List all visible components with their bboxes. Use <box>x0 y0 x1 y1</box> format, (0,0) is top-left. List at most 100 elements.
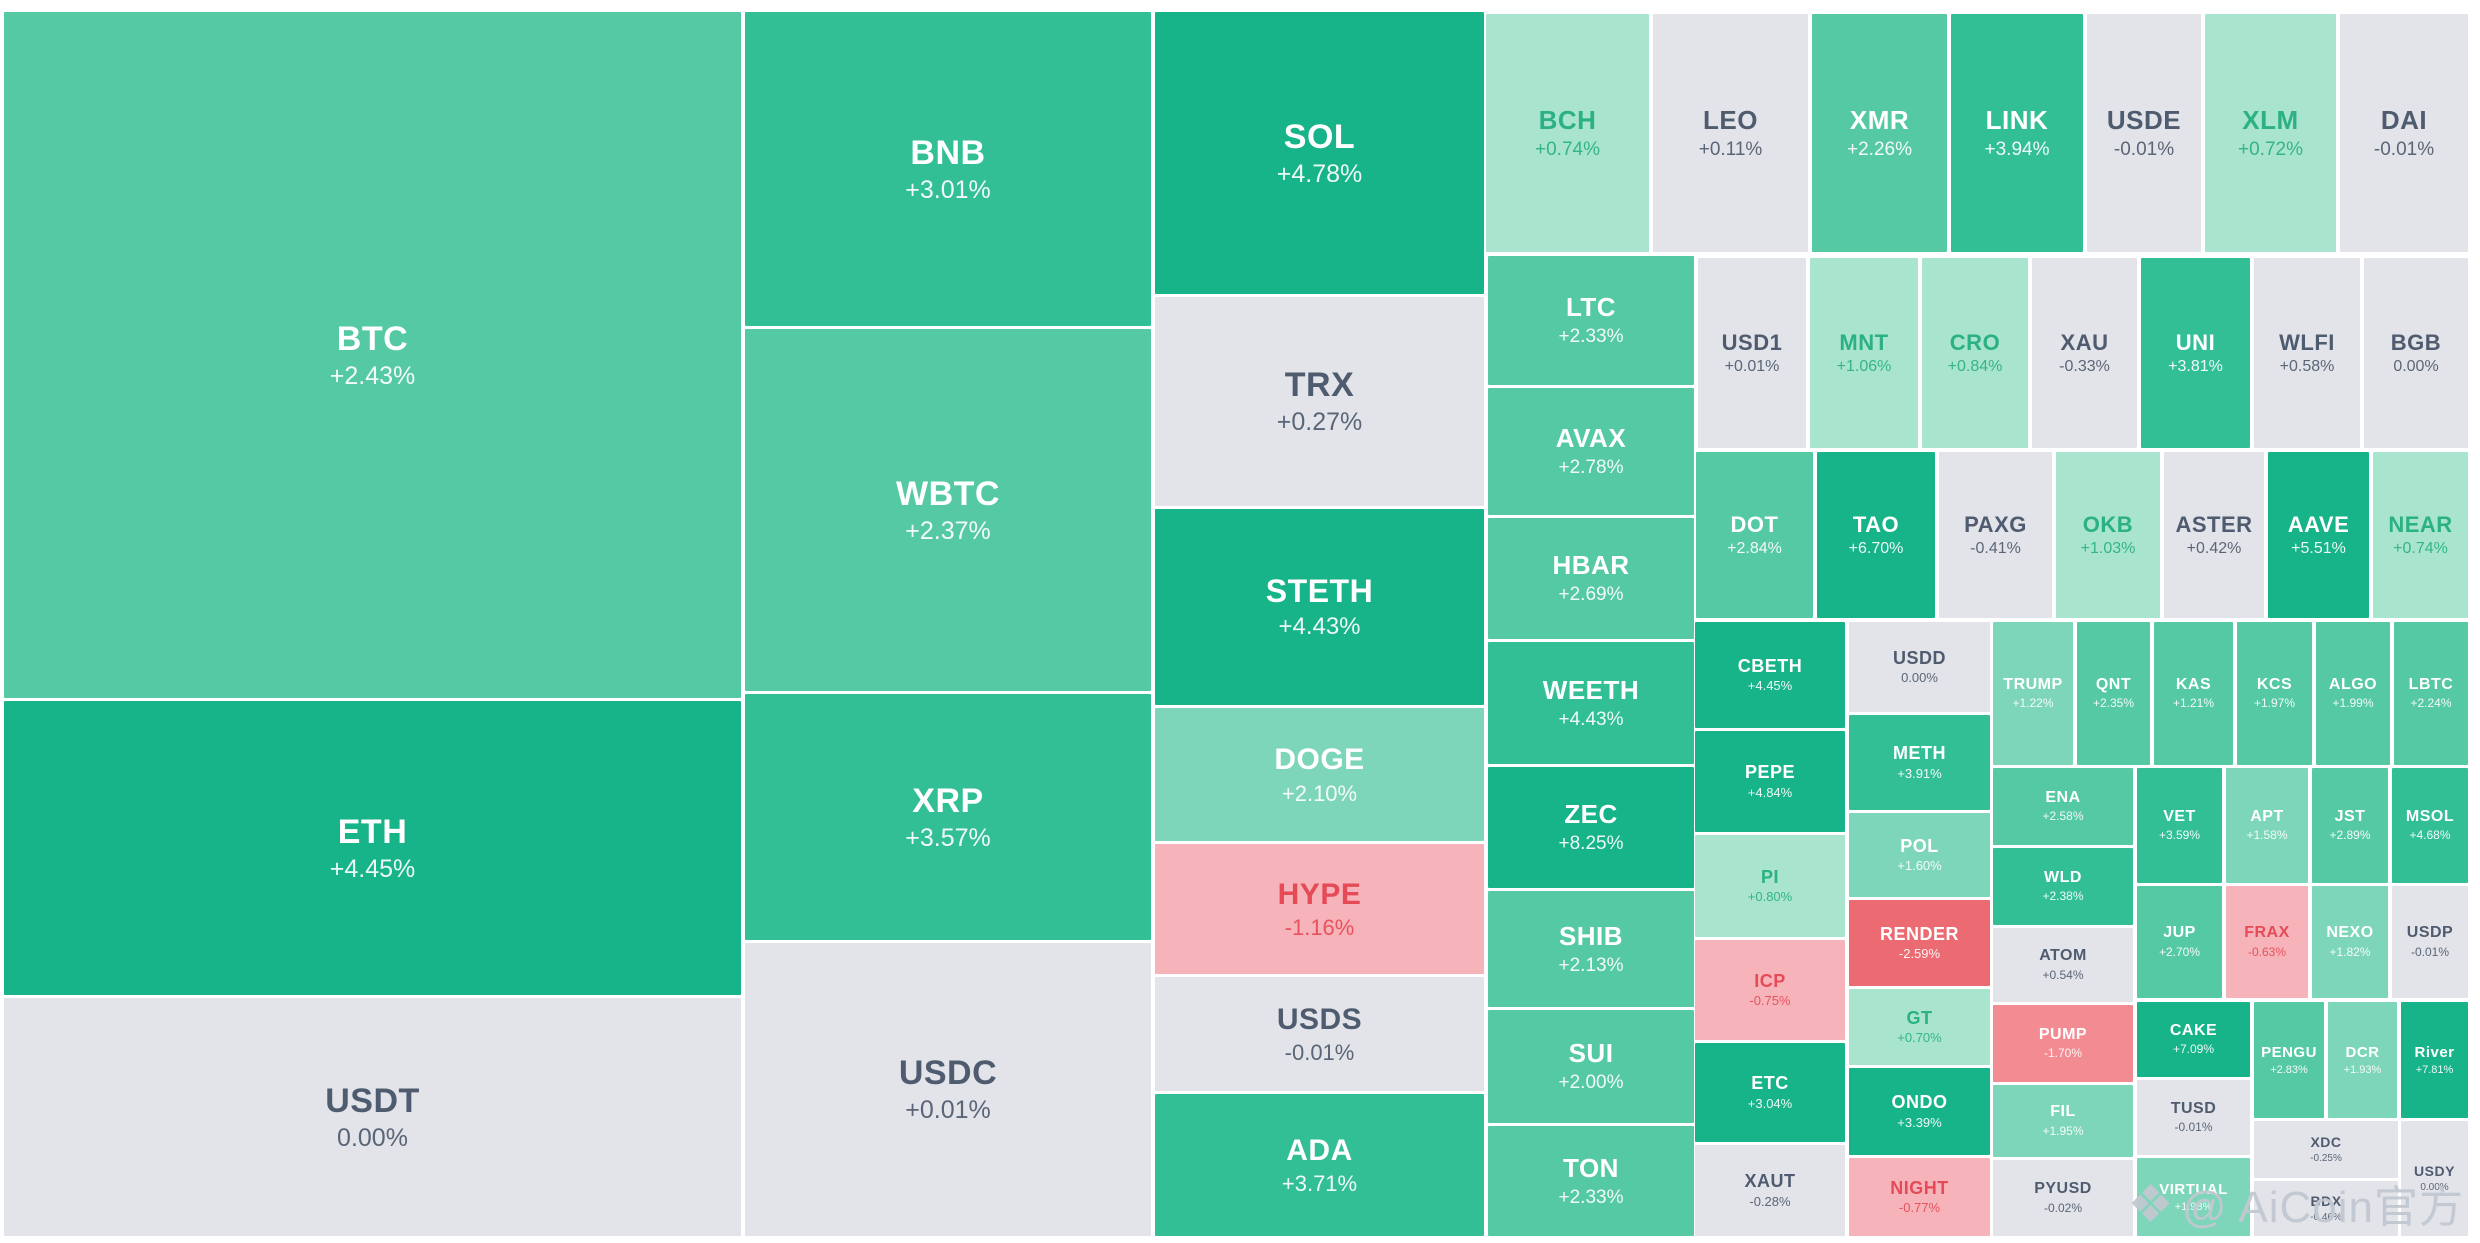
tile-link[interactable]: LINK +3.94% <box>1951 14 2083 252</box>
tile-hbar[interactable]: HBAR +2.69% <box>1488 518 1694 639</box>
tile-bch[interactable]: BCH +0.74% <box>1486 14 1649 252</box>
tile-weeth[interactable]: WEETH +4.43% <box>1488 642 1694 764</box>
tile-mnt[interactable]: MNT +1.06% <box>1810 258 1918 448</box>
tile-xaut[interactable]: XAUT -0.28% <box>1695 1145 1845 1236</box>
tile-bgb[interactable]: BGB 0.00% <box>2364 258 2468 448</box>
tile-usdd[interactable]: USDD 0.00% <box>1849 622 1990 712</box>
tile-xrp[interactable]: XRP +3.57% <box>745 694 1151 940</box>
tile-bnb[interactable]: BNB +3.01% <box>745 12 1151 326</box>
tile-pol[interactable]: POL +1.60% <box>1849 813 1990 897</box>
tile-symbol: XRP <box>912 781 984 820</box>
tile-symbol: HBAR <box>1552 550 1630 581</box>
tile-wld[interactable]: WLD +2.38% <box>1993 848 2133 925</box>
tile-kcs[interactable]: KCS +1.97% <box>2237 622 2312 765</box>
tile-change: +1.97% <box>2253 696 2296 711</box>
tile-cake[interactable]: CAKE +7.09% <box>2137 1002 2250 1077</box>
tile-frax[interactable]: FRAX -0.63% <box>2226 886 2308 998</box>
tile-wbtc[interactable]: WBTC +2.37% <box>745 329 1151 691</box>
tile-leo[interactable]: LEO +0.11% <box>1653 14 1808 252</box>
tile-xau[interactable]: XAU -0.33% <box>2032 258 2137 448</box>
tile-render[interactable]: RENDER -2.59% <box>1849 900 1990 986</box>
tile-aster[interactable]: ASTER +0.42% <box>2164 452 2264 618</box>
tile-aave[interactable]: AAVE +5.51% <box>2268 452 2369 618</box>
tile-okb[interactable]: OKB +1.03% <box>2056 452 2160 618</box>
tile-shib[interactable]: SHIB +2.13% <box>1488 891 1694 1007</box>
tile-usds[interactable]: USDS -0.01% <box>1155 977 1484 1091</box>
tile-uni[interactable]: UNI +3.81% <box>2141 258 2250 448</box>
tile-hype[interactable]: HYPE -1.16% <box>1155 844 1484 974</box>
tile-icp[interactable]: ICP -0.75% <box>1695 940 1845 1040</box>
tile-vet[interactable]: VET +3.59% <box>2137 768 2222 883</box>
tile-bdx[interactable]: BDX -0.46% <box>2254 1181 2398 1236</box>
tile-etc[interactable]: ETC +3.04% <box>1695 1043 1845 1142</box>
tile-wlfi[interactable]: WLFI +0.58% <box>2254 258 2360 448</box>
tile-trump[interactable]: TRUMP +1.22% <box>1993 622 2073 765</box>
tile-pengu[interactable]: PENGU +2.83% <box>2254 1002 2324 1118</box>
tile-gt[interactable]: GT +0.70% <box>1849 989 1990 1065</box>
tile-change: +2.84% <box>1727 539 1782 557</box>
tile-virtual[interactable]: VIRTUAL +1.98% <box>2137 1158 2250 1236</box>
tile-zec[interactable]: ZEC +8.25% <box>1488 767 1694 888</box>
tile-cro[interactable]: CRO +0.84% <box>1922 258 2028 448</box>
tile-algo[interactable]: ALGO +1.99% <box>2316 622 2390 765</box>
tile-trx[interactable]: TRX +0.27% <box>1155 297 1484 506</box>
tile-ltc[interactable]: LTC +2.33% <box>1488 256 1694 385</box>
tile-tao[interactable]: TAO +6.70% <box>1817 452 1935 618</box>
tile-dcr[interactable]: DCR +1.93% <box>2328 1002 2397 1118</box>
tile-usdt[interactable]: USDT 0.00% <box>4 998 741 1236</box>
tile-symbol: JUP <box>2163 924 2196 942</box>
tile-pepe[interactable]: PEPE +4.84% <box>1695 731 1845 832</box>
tile-change: -0.28% <box>1749 1193 1791 1209</box>
tile-doge[interactable]: DOGE +2.10% <box>1155 708 1484 841</box>
tile-change: +2.43% <box>329 361 416 390</box>
tile-symbol: LTC <box>1565 292 1617 323</box>
tile-sui[interactable]: SUI +2.00% <box>1488 1010 1694 1123</box>
tile-apt[interactable]: APT +1.58% <box>2226 768 2308 883</box>
tile-night[interactable]: NIGHT -0.77% <box>1849 1158 1990 1236</box>
tile-xdc[interactable]: XDC -0.25% <box>2254 1121 2398 1178</box>
tile-sol[interactable]: SOL +4.78% <box>1155 12 1484 294</box>
tile-usdc[interactable]: USDC +0.01% <box>745 943 1151 1236</box>
tile-msol[interactable]: MSOL +4.68% <box>2392 768 2468 883</box>
tile-usde[interactable]: USDE -0.01% <box>2087 14 2201 252</box>
tile-steth[interactable]: STETH +4.43% <box>1155 509 1484 705</box>
tile-paxg[interactable]: PAXG -0.41% <box>1939 452 2052 618</box>
tile-river[interactable]: River +7.81% <box>2401 1002 2468 1118</box>
tile-symbol: ALGO <box>2328 675 2378 693</box>
tile-avax[interactable]: AVAX +2.78% <box>1488 388 1694 515</box>
tile-usdp[interactable]: USDP -0.01% <box>2392 886 2468 998</box>
tile-meth[interactable]: METH +3.91% <box>1849 715 1990 810</box>
tile-fil[interactable]: FIL +1.95% <box>1993 1085 2133 1157</box>
tile-usdy[interactable]: USDY 0.00% <box>2401 1121 2468 1236</box>
tile-xmr[interactable]: XMR +2.26% <box>1812 14 1947 252</box>
tile-pi[interactable]: PI +0.80% <box>1695 835 1845 937</box>
tile-eth[interactable]: ETH +4.45% <box>4 701 741 995</box>
tile-pump[interactable]: PUMP -1.70% <box>1993 1005 2133 1082</box>
tile-qnt[interactable]: QNT +2.35% <box>2077 622 2150 765</box>
tile-ondo[interactable]: ONDO +3.39% <box>1849 1068 1990 1155</box>
tile-kas[interactable]: KAS +1.21% <box>2154 622 2233 765</box>
tile-nexo[interactable]: NEXO +1.82% <box>2312 886 2388 998</box>
tile-dot[interactable]: DOT +2.84% <box>1696 452 1813 618</box>
tile-lbtc[interactable]: LBTC +2.24% <box>2394 622 2468 765</box>
tile-ada[interactable]: ADA +3.71% <box>1155 1094 1484 1236</box>
tile-symbol: USDC <box>898 1054 998 1093</box>
tile-jup[interactable]: JUP +2.70% <box>2137 886 2222 998</box>
tile-ena[interactable]: ENA +2.58% <box>1993 768 2133 845</box>
tile-symbol: RENDER <box>1879 923 1959 944</box>
tile-near[interactable]: NEAR +0.74% <box>2373 452 2468 618</box>
tile-dai[interactable]: DAI -0.01% <box>2340 14 2468 252</box>
tile-usd1[interactable]: USD1 +0.01% <box>1698 258 1806 448</box>
tile-ton[interactable]: TON +2.33% <box>1488 1126 1694 1236</box>
tile-pyusd[interactable]: PYUSD -0.02% <box>1993 1160 2133 1236</box>
tile-atom[interactable]: ATOM +0.54% <box>1993 928 2133 1002</box>
tile-xlm[interactable]: XLM +0.72% <box>2205 14 2336 252</box>
tile-jst[interactable]: JST +2.89% <box>2312 768 2388 883</box>
tile-change: +3.01% <box>905 175 991 204</box>
tile-cbeth[interactable]: CBETH +4.45% <box>1695 622 1845 728</box>
tile-symbol: NEXO <box>2326 924 2374 942</box>
tile-change: -0.01% <box>1284 1040 1355 1066</box>
tile-tusd[interactable]: TUSD -0.01% <box>2137 1080 2250 1155</box>
tile-btc[interactable]: BTC +2.43% <box>4 12 741 698</box>
tile-symbol: LEO <box>1703 104 1758 135</box>
